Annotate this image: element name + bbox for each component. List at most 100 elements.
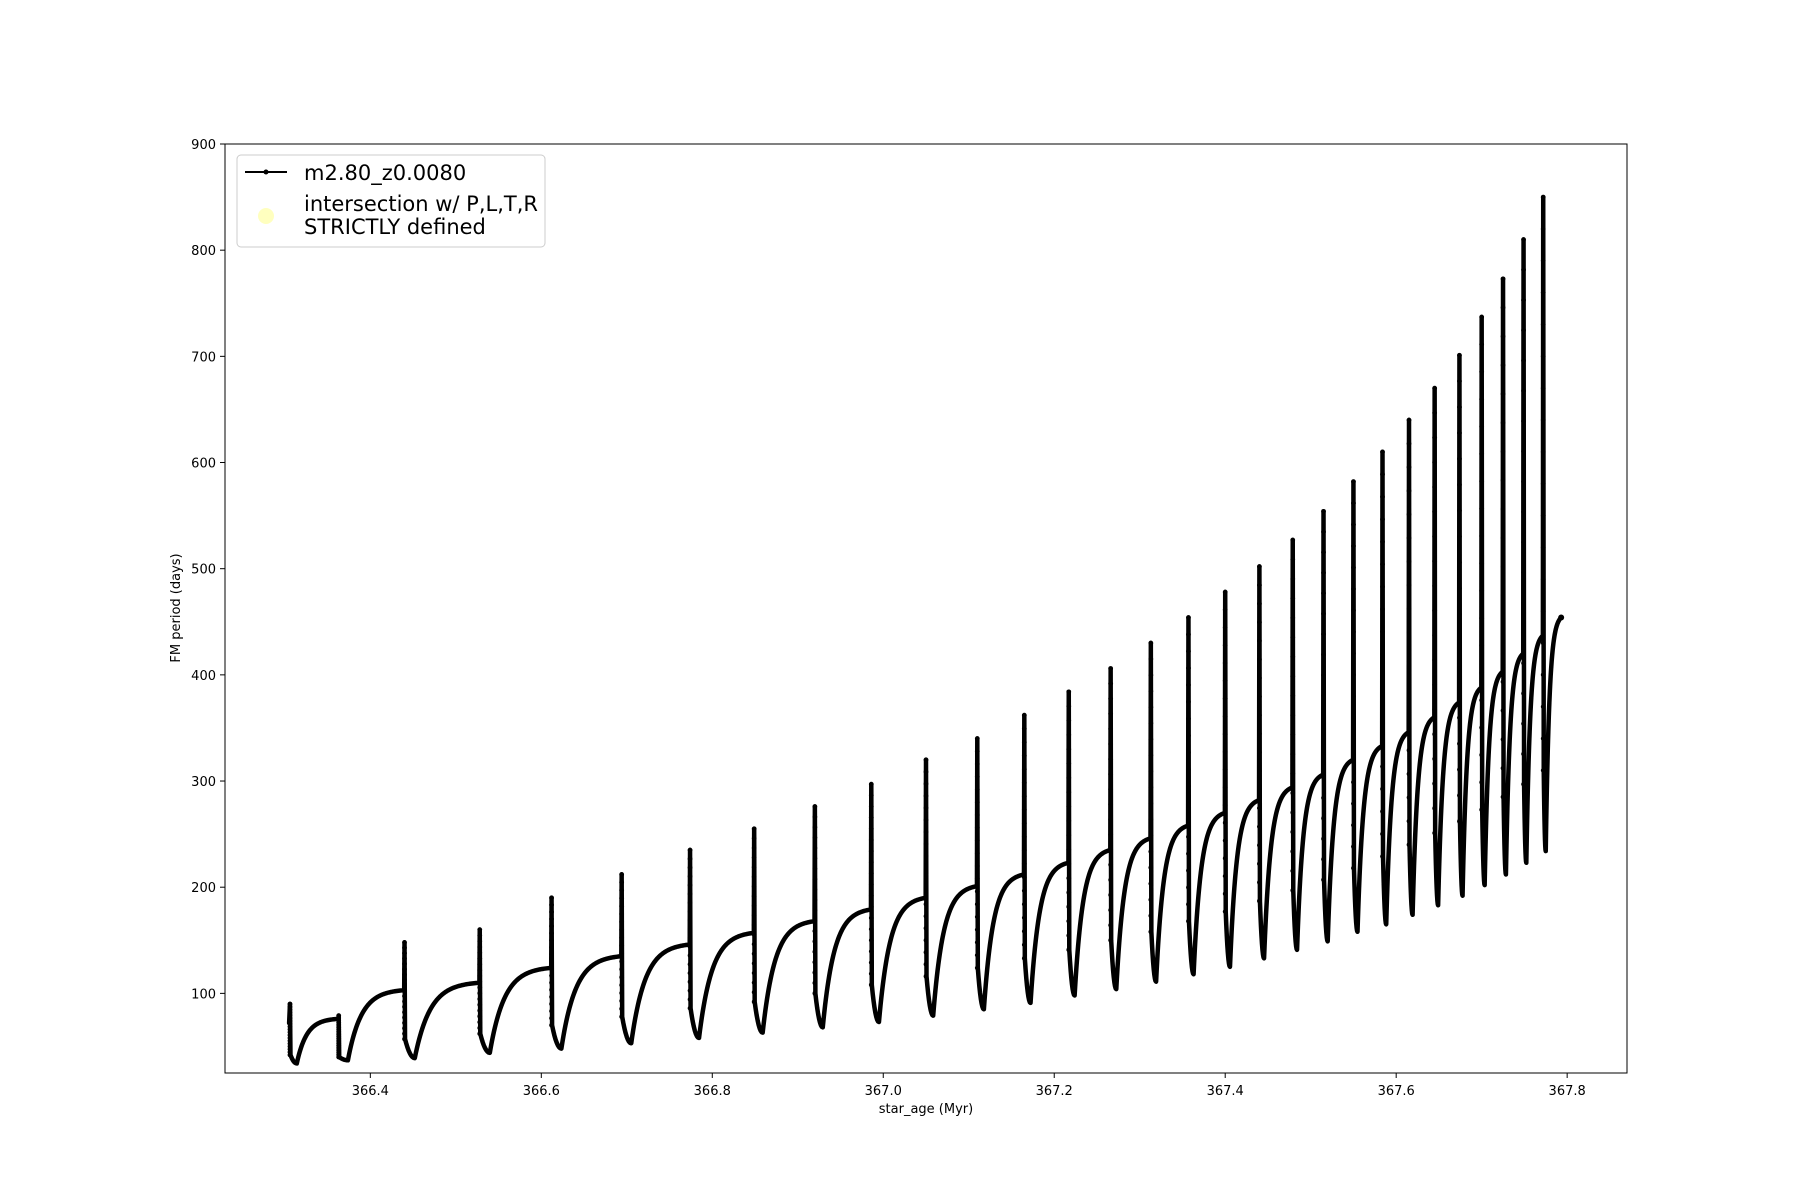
- series-point: [923, 877, 929, 883]
- series-point: [751, 932, 757, 937]
- series-point: [402, 956, 407, 961]
- series-point: [1479, 560, 1485, 566]
- series-point: [1186, 615, 1191, 620]
- series-point: [1021, 874, 1027, 880]
- series-point: [549, 994, 554, 1000]
- series-point: [1479, 533, 1485, 539]
- series-point: [1351, 543, 1356, 549]
- series-point: [1457, 767, 1462, 772]
- series-point: [1290, 887, 1296, 893]
- series-point: [1290, 596, 1296, 601]
- series-point: [1432, 385, 1438, 391]
- series-point: [812, 866, 818, 872]
- series-point: [812, 845, 818, 851]
- series-point: [1148, 849, 1154, 854]
- series-point: [1257, 564, 1262, 569]
- series-point: [1321, 754, 1326, 760]
- series-point: [477, 1019, 483, 1025]
- series-point: [751, 951, 757, 957]
- series-point: [1432, 805, 1438, 811]
- series-point: [1500, 305, 1506, 311]
- series-point: [1479, 396, 1485, 402]
- series-point: [1457, 534, 1462, 539]
- series-point: [974, 889, 980, 894]
- series-point: [1257, 805, 1262, 811]
- series-point: [1406, 700, 1412, 706]
- y-tick-label: 200: [191, 881, 216, 896]
- series-point: [923, 889, 929, 895]
- series-point: [923, 865, 929, 871]
- series-point: [1479, 752, 1485, 758]
- series-point: [1521, 358, 1526, 363]
- series-point: [1406, 629, 1412, 635]
- series-point: [1521, 751, 1526, 757]
- series-point: [1021, 888, 1027, 894]
- series-point: [1457, 482, 1462, 488]
- series-point: [1066, 904, 1072, 910]
- series-point: [1222, 873, 1228, 879]
- series-point: [1479, 697, 1485, 703]
- series-point: [1380, 606, 1385, 612]
- series-point: [1500, 334, 1506, 339]
- series-point: [1479, 369, 1485, 375]
- series-point: [1222, 784, 1228, 790]
- series-point: [1457, 741, 1462, 747]
- series-point: [1432, 632, 1438, 638]
- series-point: [1148, 672, 1154, 678]
- series-point: [751, 893, 757, 899]
- series-point: [1222, 642, 1228, 648]
- series-point: [1108, 832, 1114, 837]
- series-point: [1432, 558, 1438, 564]
- series-point: [1257, 694, 1262, 700]
- series-point: [477, 990, 483, 996]
- series-point: [1186, 699, 1191, 705]
- series-point: [1479, 588, 1485, 594]
- series-point: [549, 987, 554, 993]
- series-point: [751, 980, 757, 986]
- series-point: [1380, 651, 1385, 657]
- series-point: [1500, 449, 1506, 454]
- series-point: [1257, 842, 1262, 848]
- series-point: [1290, 712, 1296, 718]
- series-point: [923, 793, 929, 799]
- series-point: [1108, 907, 1114, 913]
- series-point: [477, 973, 483, 979]
- series-point: [1500, 535, 1506, 541]
- series-point: [1148, 704, 1154, 710]
- series-point: [1432, 682, 1438, 688]
- series-point: [1321, 836, 1326, 842]
- series-point: [868, 971, 874, 977]
- series-point: [1351, 522, 1356, 527]
- series-point: [1290, 732, 1296, 738]
- series-point: [687, 970, 693, 976]
- series-point: [1500, 765, 1506, 771]
- series-point: [1380, 561, 1385, 567]
- series-point: [1257, 675, 1262, 681]
- series-point: [687, 935, 693, 941]
- series-point: [1540, 608, 1546, 614]
- series-point: [1351, 500, 1356, 506]
- series-point: [1479, 506, 1485, 512]
- series-point: [1500, 650, 1506, 656]
- series-point: [1380, 764, 1385, 769]
- series-point: [1479, 451, 1485, 457]
- series-point: [477, 933, 483, 938]
- series-point: [687, 917, 693, 923]
- series-point: [1066, 818, 1072, 824]
- series-point: [1521, 600, 1526, 606]
- series-point: [1148, 640, 1154, 646]
- series-point: [1540, 322, 1546, 327]
- series-point: [1479, 342, 1485, 347]
- series-point: [1432, 707, 1438, 712]
- series-point: [974, 748, 980, 754]
- series-point: [1148, 817, 1154, 822]
- series-point: [1021, 780, 1027, 786]
- series-point: [1290, 829, 1296, 835]
- series-point: [1432, 435, 1438, 441]
- series-point: [974, 838, 980, 843]
- series-point: [812, 856, 818, 861]
- series-point: [1500, 477, 1506, 483]
- series-point: [923, 925, 929, 931]
- series-point: [1406, 653, 1412, 659]
- series-point: [1021, 942, 1027, 948]
